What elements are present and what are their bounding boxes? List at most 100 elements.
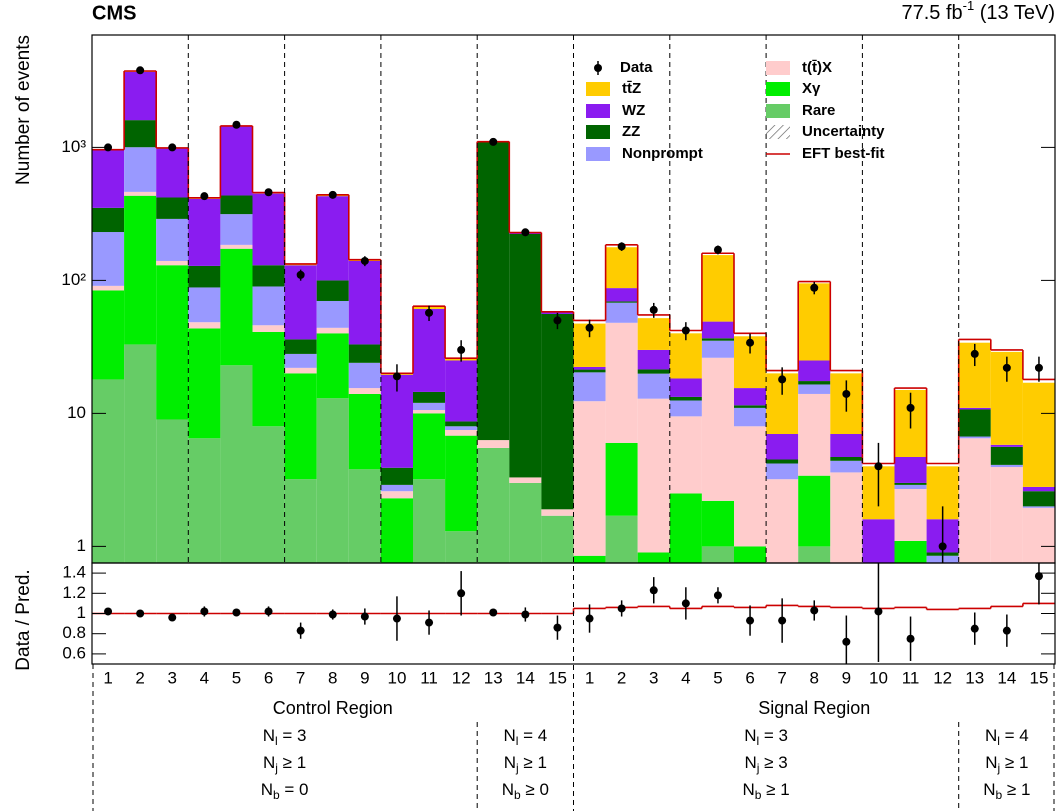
- ratio-point: [328, 610, 337, 619]
- stack-segment: [637, 369, 670, 374]
- stack-segment: [637, 398, 670, 553]
- data-point: [360, 256, 369, 265]
- x-tick-label: 12: [452, 668, 471, 687]
- ratio-point: [906, 634, 915, 643]
- stack-segment: [573, 366, 606, 370]
- stack-segment: [798, 381, 831, 385]
- data-point: [810, 283, 819, 292]
- condition-subscript: l: [275, 734, 278, 748]
- stack-segment: [541, 509, 574, 516]
- ratio-point: [232, 608, 241, 617]
- data-point: [906, 403, 915, 412]
- legend-label: tt̄Z: [622, 80, 641, 97]
- condition-symbol: N: [504, 753, 516, 772]
- stack-segment: [445, 430, 478, 436]
- condition-symbol: N: [983, 780, 995, 799]
- stack-segment: [958, 436, 991, 439]
- ratio-point: [970, 624, 979, 633]
- stack-segment: [316, 398, 349, 563]
- stack-segment: [92, 207, 125, 233]
- group-condition: Nl = 4: [503, 726, 547, 748]
- ratio-point: [746, 616, 755, 625]
- stack-segment: [830, 567, 862, 568]
- data-point: [842, 389, 851, 398]
- condition-symbol: N: [744, 726, 756, 745]
- condition-subscript: b: [273, 788, 280, 802]
- data-point: [938, 542, 947, 551]
- stack-segment: [188, 328, 221, 439]
- ratio-point: [296, 626, 305, 635]
- stack-segment: [348, 344, 381, 363]
- stack-segment: [92, 285, 125, 291]
- condition-relation: = 3: [278, 726, 307, 745]
- data-point: [168, 143, 177, 152]
- stack-segment: [637, 552, 670, 563]
- stack-segment: [252, 193, 285, 266]
- legend-label: Rare: [802, 102, 835, 119]
- condition-symbol: N: [985, 753, 997, 772]
- ratio-point: [392, 614, 401, 623]
- group-condition: Nb ≥ 1: [742, 780, 789, 802]
- main-plot: [92, 66, 1055, 568]
- condition-relation: ≥ 1: [278, 753, 306, 772]
- stack-segment: [541, 313, 574, 510]
- condition-relation: ≥ 1: [519, 753, 547, 772]
- stack-segment: [894, 489, 927, 541]
- stack-segment: [509, 482, 542, 563]
- stack-segment: [124, 147, 157, 192]
- cms-label: CMS: [92, 2, 136, 24]
- condition-symbol: N: [745, 753, 757, 772]
- stack-segment: [445, 360, 478, 422]
- x-tick-label: 4: [681, 668, 690, 687]
- y-tick-label: 10²: [61, 270, 86, 289]
- stack-segment: [734, 546, 767, 563]
- stack-segment: [284, 339, 317, 354]
- ratio-point: [1034, 572, 1043, 581]
- stack-segment: [701, 338, 734, 341]
- ratio-point: [649, 586, 658, 595]
- stack-segment: [605, 288, 638, 302]
- legend-label: t(t̄)X: [802, 59, 832, 76]
- stack-segment: [252, 426, 285, 563]
- stack-segment: [830, 472, 863, 563]
- x-tick-label: 1: [103, 668, 112, 687]
- stack-segment: [92, 150, 125, 208]
- data-point: [553, 316, 562, 325]
- stack-segment: [927, 563, 959, 568]
- stack-segment: [381, 567, 413, 568]
- lumi-sup: -1: [963, 0, 975, 13]
- ratio-point: [168, 613, 177, 622]
- condition-symbol: N: [502, 780, 514, 799]
- y-tick-label: 10: [67, 403, 86, 422]
- x-tick-label: 2: [135, 668, 144, 687]
- data-point: [1002, 363, 1011, 372]
- stack-segment: [958, 407, 991, 410]
- ratio-tick-label: 0.6: [62, 643, 86, 662]
- stack-segment: [92, 379, 125, 563]
- stack-segment: [124, 191, 157, 196]
- stack-segment: [1022, 382, 1055, 487]
- group-condition: Nb ≥ 0: [502, 780, 549, 802]
- stack-segment: [509, 233, 542, 478]
- stack-segment: [669, 493, 702, 563]
- stack-segment: [1022, 507, 1055, 563]
- stack-segment: [573, 369, 606, 373]
- y-tick-label: 10³: [61, 137, 86, 156]
- condition-subscript: b: [755, 788, 762, 802]
- x-tick-label: 11: [902, 668, 920, 687]
- ratio-point: [713, 591, 722, 600]
- x-tick-label: 9: [842, 668, 851, 687]
- x-tick-label: 10: [387, 668, 406, 687]
- stack-segment: [798, 475, 831, 547]
- stack-segment: [188, 198, 221, 266]
- stack-segment: [894, 484, 927, 490]
- group-condition: Nj ≥ 1: [985, 753, 1028, 775]
- stack-segment: [348, 362, 381, 389]
- condition-symbol: N: [985, 726, 997, 745]
- condition-subscript: l: [997, 734, 1000, 748]
- condition-subscript: b: [514, 788, 521, 802]
- data-point: [232, 120, 241, 129]
- stack-segment: [124, 195, 157, 345]
- ratio-point: [553, 623, 562, 632]
- stack-segment: [734, 407, 767, 427]
